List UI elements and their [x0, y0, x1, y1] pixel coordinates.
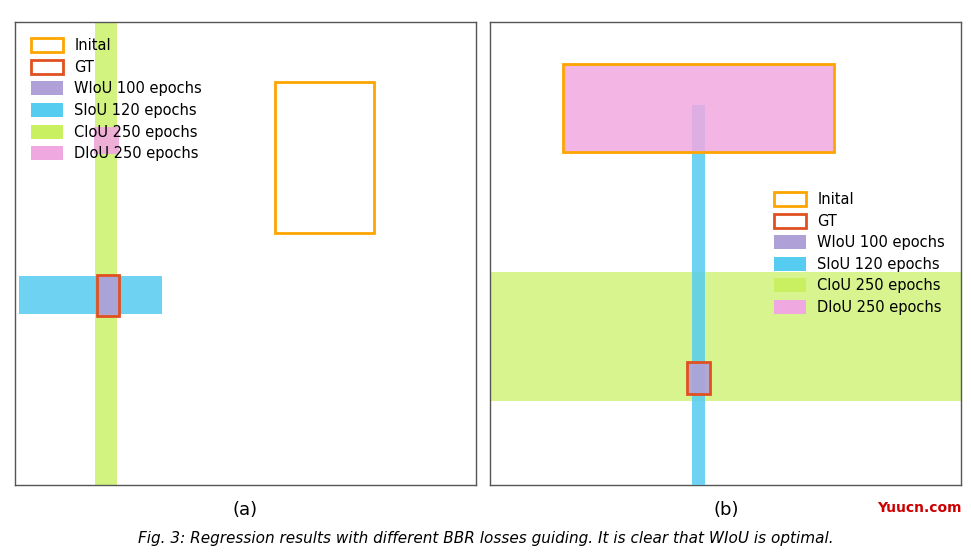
- Bar: [687, 362, 710, 394]
- Bar: [692, 105, 705, 485]
- Legend: Inital, GT, WIoU 100 epochs, SIoU 120 epochs, CIoU 250 epochs, DIoU 250 epochs: Inital, GT, WIoU 100 epochs, SIoU 120 ep…: [765, 183, 954, 324]
- Text: (b): (b): [713, 501, 739, 519]
- Text: Fig. 3: Regression results with different BBR losses guiding. It is clear that W: Fig. 3: Regression results with differen…: [138, 531, 833, 546]
- Bar: [275, 82, 374, 233]
- Bar: [563, 64, 834, 152]
- Bar: [19, 276, 162, 314]
- Bar: [94, 127, 119, 154]
- Bar: [490, 272, 961, 402]
- Text: (a): (a): [233, 501, 257, 519]
- Bar: [563, 64, 834, 152]
- Bar: [687, 362, 710, 394]
- Bar: [95, 22, 117, 485]
- Text: Yuucn.com: Yuucn.com: [877, 501, 961, 515]
- Legend: Inital, GT, WIoU 100 epochs, SIoU 120 epochs, CIoU 250 epochs, DIoU 250 epochs: Inital, GT, WIoU 100 epochs, SIoU 120 ep…: [22, 30, 211, 170]
- Bar: [97, 275, 118, 316]
- Bar: [97, 275, 118, 316]
